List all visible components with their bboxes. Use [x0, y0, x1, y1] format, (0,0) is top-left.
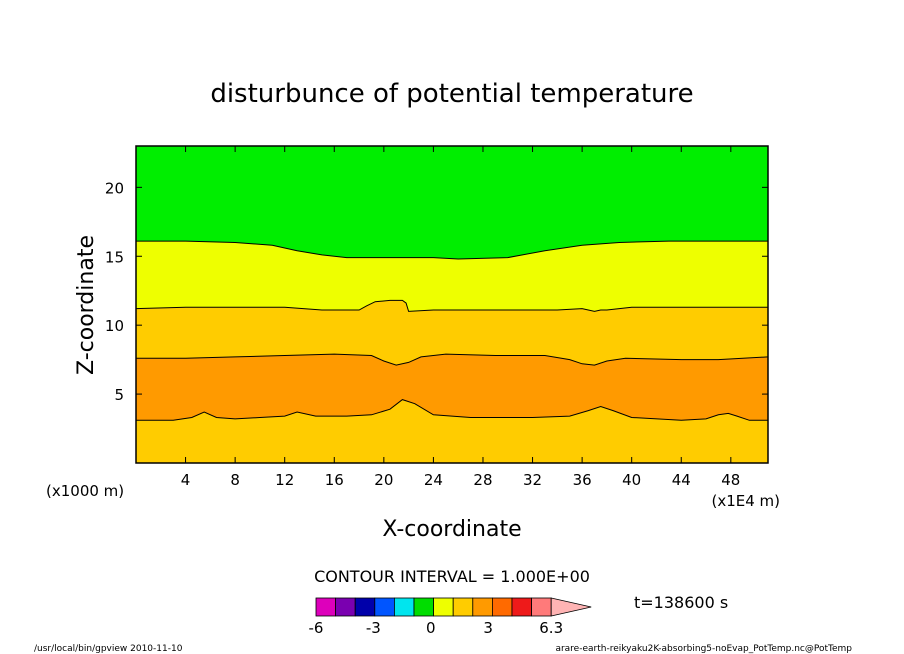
colorbar-arrow	[550, 597, 592, 617]
x-unit-left: (x1000 m)	[46, 482, 124, 500]
x-tick-label: 16	[325, 471, 344, 489]
contour_c	[135, 299, 768, 312]
footer-left: /usr/local/bin/gpview 2010-11-10	[34, 644, 183, 654]
colorbar-tick-label: 6.3	[539, 619, 563, 637]
colorbar-swatch	[354, 597, 376, 617]
contour-lines	[135, 240, 769, 421]
footer-right: arare-earth-reikyaku2K-absorbing5-noEvap…	[555, 644, 852, 654]
x-tick-label: 48	[721, 471, 740, 489]
contour_a	[136, 399, 768, 421]
y-tick-label: 5	[114, 386, 124, 404]
contour-fills	[136, 241, 768, 463]
colorbar-swatch	[472, 597, 493, 617]
time-label: t=138600 s	[634, 593, 728, 612]
contour-interval-label: CONTOUR INTERVAL = 1.000E+00	[314, 567, 590, 586]
colorbar-swatch	[413, 597, 435, 617]
x-tick-label: 28	[473, 471, 492, 489]
colorbar-tick-label: 0	[426, 619, 436, 637]
x-tick-label: 40	[622, 471, 641, 489]
x-tick-label: 24	[424, 471, 443, 489]
x-unit-right: (x1E4 m)	[711, 492, 780, 510]
y-axis-label: Z-coordinate	[74, 235, 99, 375]
contour_d	[136, 240, 768, 260]
colorbar: -6 -3 0 3 6.3	[309, 597, 592, 637]
y-tick-label: 20	[105, 179, 124, 197]
x-tick-label: 8	[230, 471, 240, 489]
colorbar-swatch	[511, 597, 533, 617]
fill-band_0_1	[136, 399, 768, 463]
x-tick-label: 4	[181, 471, 191, 489]
x-tick-label: 12	[275, 471, 294, 489]
colorbar-swatch	[315, 597, 337, 617]
y-ticks: 5 10 15 20	[105, 179, 768, 404]
colorbar-tick-label: -3	[366, 619, 381, 637]
plot-frame	[135, 145, 769, 464]
x-tick-label: 20	[374, 471, 393, 489]
colorbar-swatch	[531, 597, 552, 617]
x-tick-label: 36	[573, 471, 592, 489]
colorbar-swatch	[335, 597, 356, 617]
colorbar-tick-label: 3	[483, 619, 493, 637]
chart-title: disturbunce of potential temperature	[210, 79, 693, 109]
x-ticks: 4 8 12 16 20 24 28 32 36 40 44 48	[181, 146, 740, 489]
colorbar-swatch	[491, 597, 513, 617]
colorbar-swatch	[452, 597, 474, 617]
contour_b	[136, 353, 769, 366]
colorbar-swatch	[393, 597, 415, 617]
colorbar-swatch	[433, 597, 454, 617]
y-tick-label: 10	[105, 317, 124, 335]
colorbar-tick-label: -6	[309, 619, 324, 637]
x-axis-label: X-coordinate	[382, 517, 521, 542]
x-tick-label: 32	[523, 471, 542, 489]
colorbar-swatch	[374, 597, 395, 617]
x-tick-label: 44	[672, 471, 691, 489]
y-tick-label: 15	[105, 248, 124, 266]
